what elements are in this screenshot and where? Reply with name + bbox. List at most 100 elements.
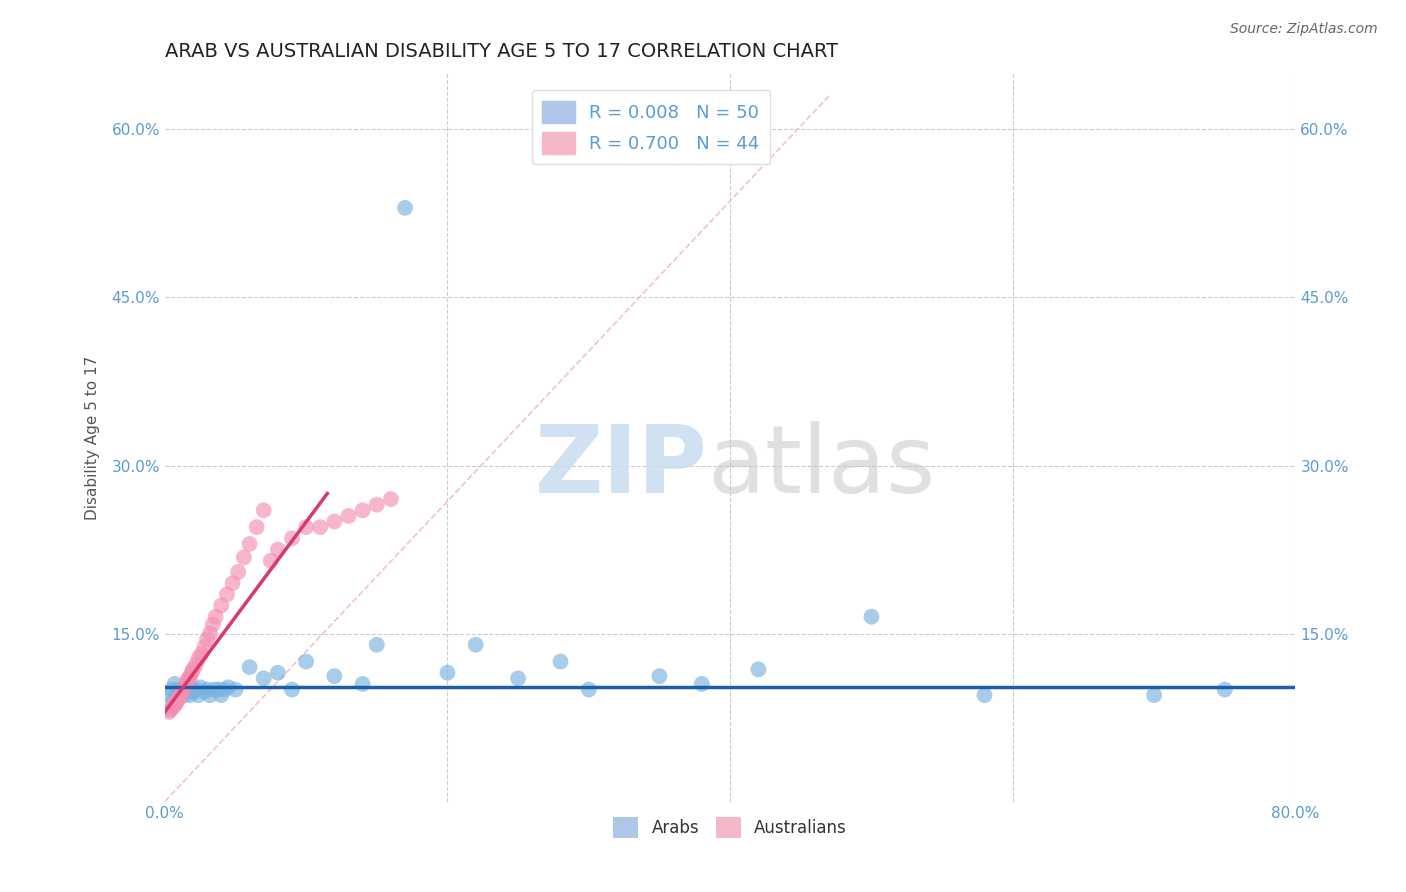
Point — [202, 682, 225, 697]
Point — [578, 682, 600, 697]
Point — [217, 681, 239, 695]
Point — [232, 550, 254, 565]
Point — [166, 694, 188, 708]
Point — [648, 669, 671, 683]
Point — [224, 682, 246, 697]
Point — [160, 701, 183, 715]
Point — [180, 682, 202, 697]
Point — [747, 662, 769, 676]
Point — [174, 682, 197, 697]
Text: ZIP: ZIP — [534, 421, 707, 513]
Point — [860, 609, 883, 624]
Point — [309, 520, 332, 534]
Point — [167, 682, 190, 697]
Point — [973, 688, 995, 702]
Point — [163, 677, 186, 691]
Point — [239, 660, 262, 674]
Point — [177, 671, 200, 685]
Point — [323, 515, 346, 529]
Point — [436, 665, 458, 680]
Point — [690, 677, 713, 691]
Point — [267, 542, 290, 557]
Y-axis label: Disability Age 5 to 17: Disability Age 5 to 17 — [86, 355, 100, 520]
Point — [246, 520, 269, 534]
Point — [464, 638, 486, 652]
Point — [176, 673, 198, 688]
Point — [195, 632, 218, 647]
Point — [165, 696, 187, 710]
Point — [212, 682, 235, 697]
Point — [550, 655, 572, 669]
Point — [162, 699, 184, 714]
Point — [352, 503, 374, 517]
Point — [193, 685, 215, 699]
Point — [173, 681, 195, 695]
Point — [170, 682, 193, 697]
Point — [173, 688, 195, 702]
Point — [159, 703, 181, 717]
Point — [162, 694, 184, 708]
Legend: Arabs, Australians: Arabs, Australians — [606, 811, 853, 844]
Text: ARAB VS AUSTRALIAN DISABILITY AGE 5 TO 17 CORRELATION CHART: ARAB VS AUSTRALIAN DISABILITY AGE 5 TO 1… — [165, 42, 838, 61]
Point — [207, 682, 229, 697]
Point — [169, 688, 191, 702]
Point — [1143, 688, 1166, 702]
Point — [394, 201, 416, 215]
Point — [172, 685, 194, 699]
Point — [281, 682, 304, 697]
Point — [177, 681, 200, 695]
Point — [226, 565, 249, 579]
Point — [187, 651, 209, 665]
Point — [380, 492, 402, 507]
Point — [209, 599, 232, 613]
Point — [169, 688, 191, 702]
Point — [174, 677, 197, 691]
Point — [166, 685, 188, 699]
Point — [181, 662, 204, 676]
Point — [201, 617, 224, 632]
Point — [179, 669, 201, 683]
Point — [281, 531, 304, 545]
Point — [190, 647, 212, 661]
Point — [170, 686, 193, 700]
Point — [198, 626, 221, 640]
Point — [167, 691, 190, 706]
Point — [187, 688, 209, 702]
Point — [253, 503, 276, 517]
Text: Source: ZipAtlas.com: Source: ZipAtlas.com — [1230, 22, 1378, 37]
Point — [188, 681, 211, 695]
Point — [204, 609, 226, 624]
Point — [337, 508, 360, 523]
Point — [181, 685, 204, 699]
Point — [198, 688, 221, 702]
Point — [323, 669, 346, 683]
Point — [195, 682, 218, 697]
Point — [184, 682, 207, 697]
Point — [253, 671, 276, 685]
Point — [172, 682, 194, 697]
Point — [221, 576, 243, 591]
Point — [508, 671, 530, 685]
Point — [366, 638, 388, 652]
Point — [239, 537, 262, 551]
Point — [176, 685, 198, 699]
Point — [163, 698, 186, 713]
Point — [209, 688, 232, 702]
Point — [165, 688, 187, 702]
Point — [157, 688, 180, 702]
Point — [184, 657, 207, 672]
Point — [267, 665, 290, 680]
Point — [215, 587, 238, 601]
Text: atlas: atlas — [707, 421, 936, 513]
Point — [1213, 682, 1236, 697]
Point — [157, 705, 180, 719]
Point — [193, 640, 215, 654]
Point — [295, 655, 318, 669]
Point — [295, 520, 318, 534]
Point — [366, 498, 388, 512]
Point — [179, 688, 201, 702]
Point — [352, 677, 374, 691]
Point — [260, 554, 283, 568]
Point — [180, 665, 202, 680]
Point — [160, 682, 183, 697]
